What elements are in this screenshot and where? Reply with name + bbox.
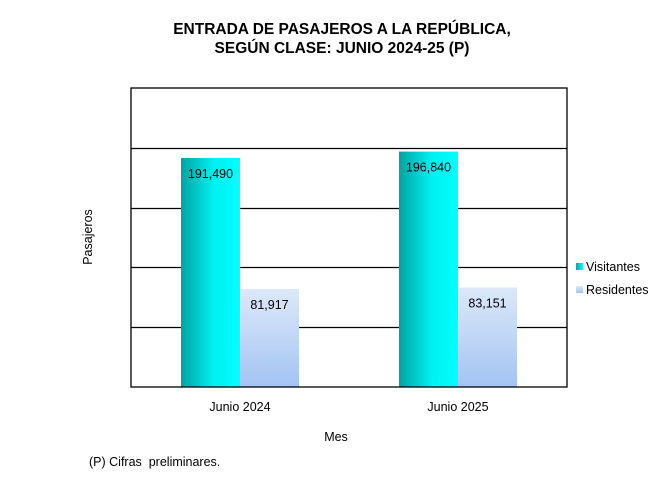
legend: Visitantes Residentes: [576, 255, 649, 301]
footnote: (P) Cifras preliminares.: [89, 455, 221, 469]
legend-swatch-residentes: [576, 286, 583, 293]
bar-residentes-junio-2025: [458, 287, 517, 387]
bar-residentes-junio-2024: [240, 289, 299, 387]
x-tick-labels: Junio 2024 Junio 2025: [209, 400, 488, 414]
x-tick-label-junio-2024: Junio 2024: [209, 400, 270, 414]
legend-item-residentes: Residentes: [576, 278, 649, 301]
legend-item-visitantes: Visitantes: [576, 255, 649, 278]
bars: [181, 151, 517, 387]
legend-label-visitantes: Visitantes: [586, 259, 640, 274]
data-label-residentes-junio-2024: 81,917: [250, 298, 288, 312]
chart-title: ENTRADA DE PASAJEROS A LA REPÚBLICA, SEG…: [0, 20, 658, 58]
legend-label-residentes: Residentes: [586, 282, 649, 297]
x-axis-label: Mes: [324, 430, 348, 444]
data-label-residentes-junio-2025: 83,151: [468, 297, 506, 311]
chart-title-line-2: SEGÚN CLASE: JUNIO 2024-25 (P): [214, 40, 470, 57]
x-tick-label-junio-2025: Junio 2025: [427, 400, 488, 414]
chart-title-line-1: ENTRADA DE PASAJEROS A LA REPÚBLICA,: [173, 21, 511, 38]
data-labels: 191,490 81,917 196,840 83,151: [188, 161, 507, 312]
data-label-visitantes-junio-2024: 191,490: [188, 167, 233, 181]
bar-visitantes-junio-2024: [181, 157, 240, 387]
legend-swatch-visitantes: [576, 263, 583, 270]
plot-area-border: [130, 87, 568, 388]
data-label-visitantes-junio-2025: 196,840: [406, 161, 451, 175]
y-axis-label: Pasajeros: [81, 209, 95, 265]
bar-visitantes-junio-2025: [399, 151, 458, 387]
